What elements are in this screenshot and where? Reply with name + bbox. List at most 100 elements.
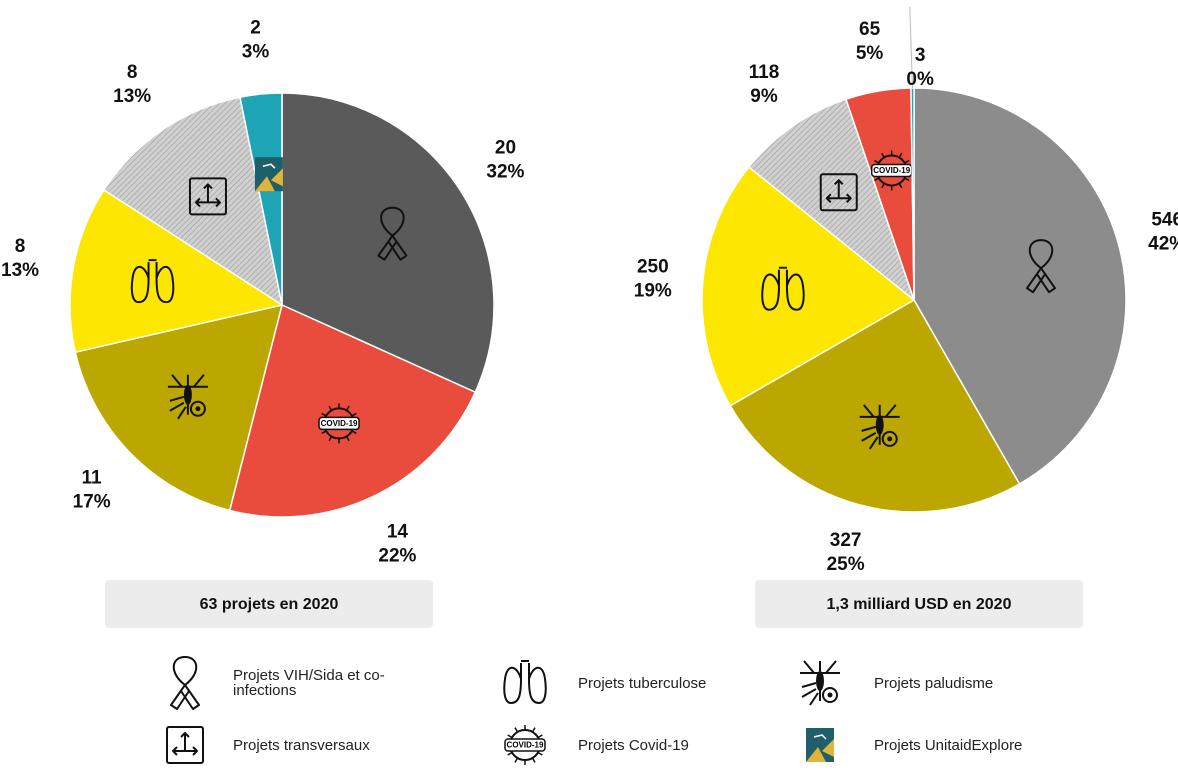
icon: [188, 177, 227, 216]
legend-label: Projets transversaux: [233, 736, 370, 754]
gear-hub: [887, 436, 893, 442]
virus-spike: [537, 751, 543, 756]
legend-label: Projets Covid-19: [578, 736, 689, 754]
virus-spike: [514, 727, 519, 733]
virus-spike: [351, 430, 357, 435]
arrows: [194, 183, 221, 208]
virus-spike: [507, 751, 513, 756]
percent-label: 32%: [486, 162, 524, 183]
cross-icon: [188, 177, 227, 216]
pie-slice: [747, 98, 916, 303]
lungs-icon: [130, 259, 175, 304]
pie-slice: [701, 165, 916, 407]
percent-label: 19%: [634, 281, 672, 302]
arrows: [825, 179, 852, 203]
pie-slice: [69, 188, 284, 354]
value-label: 250: [637, 257, 669, 278]
value-label: 65: [859, 19, 881, 40]
percent-label: 25%: [827, 554, 865, 575]
percent-label: 42%: [1148, 234, 1178, 255]
value-label: 8: [15, 236, 26, 257]
percent-label: 13%: [113, 86, 151, 107]
pie-slice: [910, 87, 915, 301]
ribbon-icon: [170, 656, 200, 710]
icon: [503, 660, 547, 704]
value-label: 8: [127, 62, 138, 83]
icon: [859, 404, 900, 450]
virus-spike: [874, 177, 880, 182]
virus-text: COVID-19: [321, 419, 358, 428]
legend-label: Projets paludisme: [874, 674, 994, 692]
virus-spike: [537, 734, 543, 739]
percent-label: 13%: [1, 260, 39, 281]
virus-spike: [345, 436, 350, 442]
explore-leaf: [806, 739, 834, 762]
icon: [254, 157, 283, 192]
chart-subtitle: 1,3 milliard USD en 2020: [827, 596, 1012, 613]
legend-item: Projets tuberculose: [578, 674, 707, 692]
percent-label: 5%: [856, 43, 884, 64]
value-label: 546: [1151, 210, 1178, 231]
gear: [822, 687, 838, 703]
value-label: 3: [915, 45, 926, 66]
explore-leaf: [254, 168, 283, 192]
value-label: 11: [82, 468, 103, 489]
value-label: 14: [387, 522, 409, 543]
percent-label: 17%: [73, 492, 111, 513]
icon: [377, 206, 408, 261]
subtitle-box: [755, 580, 1083, 628]
lungs-icon: [761, 266, 805, 311]
value-label: 327: [830, 530, 862, 551]
virus-spike: [345, 405, 350, 411]
virus-spike: [328, 405, 333, 411]
legend-label: Projets UnitaidExplore: [874, 736, 1023, 754]
virus-spike: [874, 159, 880, 164]
virus-spike: [904, 177, 910, 182]
pie-slice: [913, 87, 1127, 485]
virus-spike: [531, 757, 536, 763]
virus-spike: [904, 159, 910, 164]
icon: [761, 266, 805, 311]
legend-item: Projets Covid-19: [578, 736, 689, 754]
virus-band: [318, 416, 360, 431]
chart-subtitle: 63 projets en 2020: [200, 596, 339, 613]
pie-slice: [239, 92, 283, 306]
pie-slice: [74, 303, 284, 512]
lungs-icon: [503, 660, 547, 704]
icon: [167, 374, 208, 420]
mosquito-body: [816, 671, 824, 691]
percent-label: 3%: [242, 41, 270, 62]
percent-label: 0%: [906, 69, 934, 90]
virus-spike: [321, 430, 327, 435]
leader-line: [909, 6, 913, 89]
legend-item: Projets transversaux: [233, 736, 370, 754]
subtitle-box: [105, 580, 433, 628]
value-label: 118: [749, 62, 780, 83]
gear: [881, 430, 898, 447]
percent-label: 9%: [750, 86, 778, 107]
cross-icon: [166, 726, 204, 764]
value-label: 2: [250, 17, 261, 38]
icon: [170, 656, 200, 710]
legend-label: Projets tuberculose: [578, 674, 707, 692]
icon: COVID-19: [318, 403, 360, 444]
gear-hub: [195, 406, 201, 412]
virus-text: COVID-19: [507, 741, 544, 750]
legend-item: Projets VIH/Sida et co-infections: [233, 668, 385, 698]
virus-spike: [898, 183, 903, 189]
virus-text: COVID-19: [873, 166, 910, 175]
pie-slice: [228, 303, 477, 518]
virus-band: [504, 738, 546, 752]
mosquito-body: [875, 414, 884, 435]
pie-slice: [729, 298, 1021, 513]
pie-slice: [102, 96, 284, 307]
icon: [130, 259, 175, 304]
virus-spike: [351, 412, 357, 417]
cross-icon: [819, 173, 858, 212]
icon: [806, 728, 834, 762]
value-label: 20: [495, 138, 516, 159]
icon: [1026, 239, 1057, 294]
percent-label: 22%: [378, 546, 416, 567]
virus-spike: [328, 436, 333, 442]
